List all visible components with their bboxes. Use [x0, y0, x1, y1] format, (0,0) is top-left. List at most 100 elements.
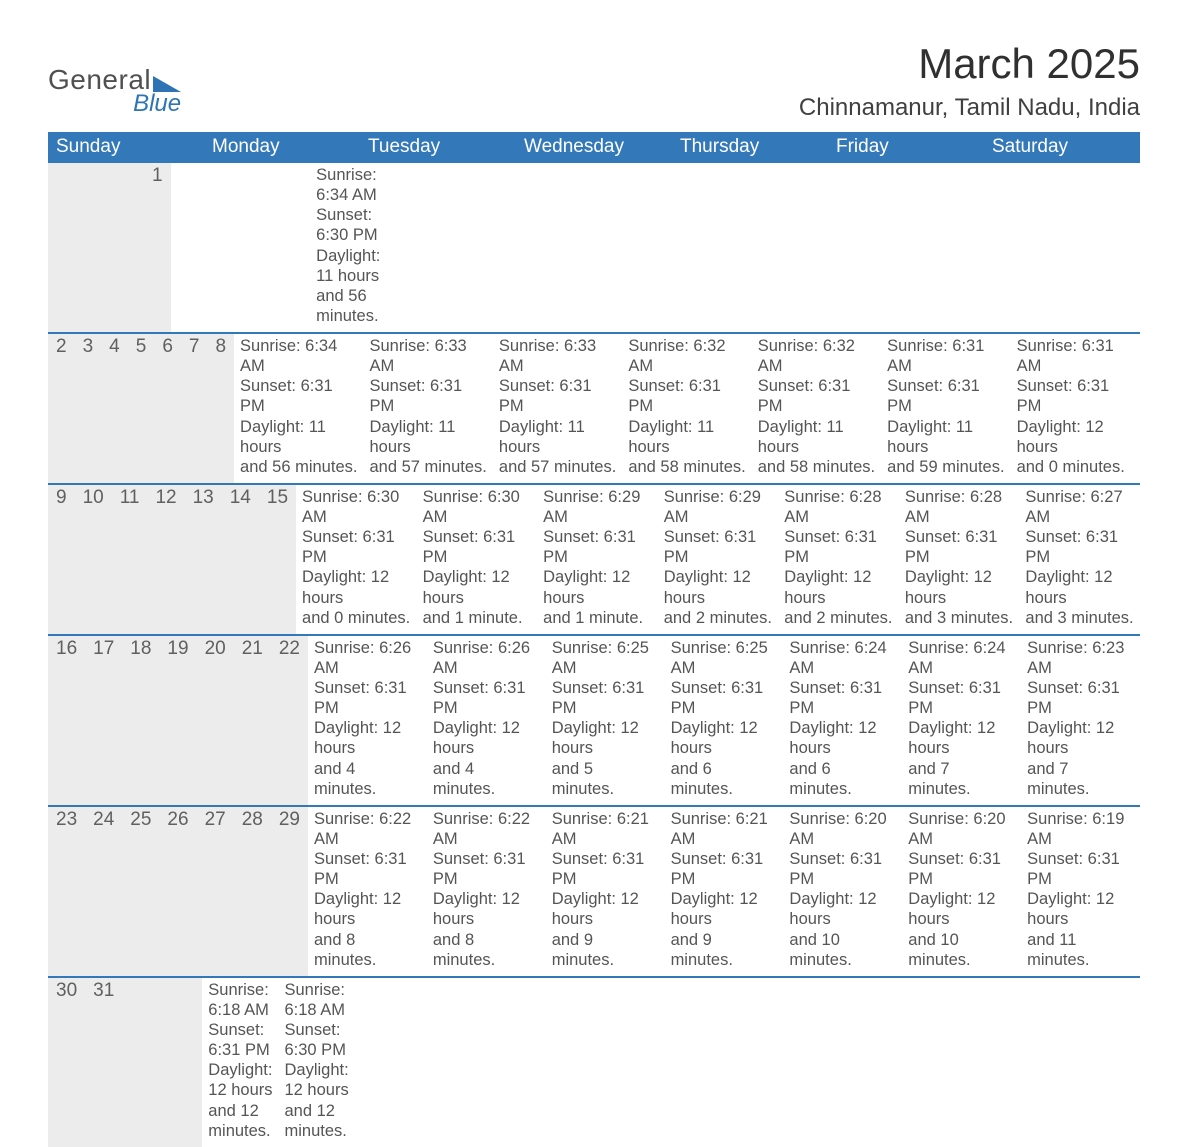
daylight-line1: Daylight: 12 hours	[433, 718, 540, 758]
day-cell: Sunrise: 6:23 AMSunset: 6:31 PMDaylight:…	[1021, 636, 1140, 805]
day-number: 19	[159, 636, 196, 805]
daylight-line2: and 2 minutes.	[784, 608, 893, 628]
day-number: 28	[234, 807, 271, 976]
title-block: March 2025 Chinnamanur, Tamil Nadu, Indi…	[799, 40, 1140, 122]
sunset-text: Sunset: 6:31 PM	[758, 376, 875, 416]
daylight-line1: Daylight: 11 hours	[240, 417, 357, 457]
dayname-wednesday: Wednesday	[516, 132, 672, 163]
day-cell: Sunrise: 6:29 AMSunset: 6:31 PMDaylight:…	[537, 485, 658, 634]
daylight-line2: and 59 minutes.	[887, 457, 1004, 477]
daylight-line1: Daylight: 12 hours	[789, 889, 896, 929]
day-number: 12	[147, 485, 184, 634]
daylight-line2: and 7 minutes.	[1027, 759, 1134, 799]
details-row: Sunrise: 6:34 AMSunset: 6:31 PMDaylight:…	[234, 334, 1140, 483]
sunset-text: Sunset: 6:31 PM	[552, 849, 659, 889]
logo-word-blue: Blue	[133, 90, 181, 118]
sunset-text: Sunset: 6:31 PM	[887, 376, 1004, 416]
sunrise-text: Sunrise: 6:20 AM	[789, 809, 896, 849]
sunset-text: Sunset: 6:31 PM	[208, 1020, 272, 1060]
details-row: Sunrise: 6:34 AMSunset: 6:30 PMDaylight:…	[171, 163, 387, 332]
day-cell: Sunrise: 6:19 AMSunset: 6:31 PMDaylight:…	[1021, 807, 1140, 976]
calendar-week: 9101112131415Sunrise: 6:30 AMSunset: 6:3…	[48, 485, 1140, 636]
sunrise-text: Sunrise: 6:27 AM	[1025, 487, 1134, 527]
day-number: 1	[144, 163, 171, 332]
daylight-line2: and 6 minutes.	[789, 759, 896, 799]
day-cell: Sunrise: 6:18 AMSunset: 6:30 PMDaylight:…	[278, 978, 354, 1147]
daylight-line2: and 58 minutes.	[628, 457, 745, 477]
sunrise-text: Sunrise: 6:21 AM	[552, 809, 659, 849]
sunrise-text: Sunrise: 6:18 AM	[208, 980, 272, 1020]
daylight-line1: Daylight: 11 hours	[628, 417, 745, 457]
sunset-text: Sunset: 6:31 PM	[314, 849, 421, 889]
sunrise-text: Sunrise: 6:30 AM	[302, 487, 411, 527]
sunset-text: Sunset: 6:30 PM	[316, 205, 380, 245]
day-cell: Sunrise: 6:28 AMSunset: 6:31 PMDaylight:…	[778, 485, 899, 634]
sunrise-text: Sunrise: 6:19 AM	[1027, 809, 1134, 849]
day-cell	[171, 163, 194, 332]
sunrise-text: Sunrise: 6:29 AM	[664, 487, 773, 527]
day-number: 13	[185, 485, 222, 634]
sunrise-text: Sunrise: 6:28 AM	[784, 487, 893, 527]
day-number: 26	[159, 807, 196, 976]
daylight-line2: and 3 minutes.	[905, 608, 1014, 628]
daylight-line1: Daylight: 12 hours	[908, 889, 1015, 929]
dayname-thursday: Thursday	[672, 132, 828, 163]
day-number	[154, 978, 170, 1147]
sunrise-text: Sunrise: 6:22 AM	[433, 809, 540, 849]
sunset-text: Sunset: 6:31 PM	[671, 678, 778, 718]
daylight-line1: Daylight: 12 hours	[664, 567, 773, 607]
day-number	[122, 978, 138, 1147]
sunset-text: Sunset: 6:31 PM	[1027, 678, 1134, 718]
day-cell: Sunrise: 6:25 AMSunset: 6:31 PMDaylight:…	[546, 636, 665, 805]
sunrise-text: Sunrise: 6:31 AM	[887, 336, 1004, 376]
day-number: 15	[259, 485, 296, 634]
daylight-line1: Daylight: 12 hours	[314, 718, 421, 758]
sunrise-text: Sunrise: 6:18 AM	[284, 980, 348, 1020]
daynum-row: 23242526272829	[48, 807, 308, 976]
day-number	[48, 163, 64, 332]
day-number: 29	[271, 807, 308, 976]
daylight-line2: and 4 minutes.	[314, 759, 421, 799]
sunrise-text: Sunrise: 6:20 AM	[908, 809, 1015, 849]
day-cell: Sunrise: 6:30 AMSunset: 6:31 PMDaylight:…	[417, 485, 538, 634]
calendar-week: 16171819202122Sunrise: 6:26 AMSunset: 6:…	[48, 636, 1140, 807]
daylight-line1: Daylight: 12 hours	[1027, 718, 1134, 758]
day-number: 20	[197, 636, 234, 805]
day-number	[96, 163, 112, 332]
sunset-text: Sunset: 6:31 PM	[240, 376, 357, 416]
sunset-text: Sunset: 6:31 PM	[908, 849, 1015, 889]
day-number: 16	[48, 636, 85, 805]
daylight-line2: and 6 minutes.	[671, 759, 778, 799]
day-number: 30	[48, 978, 85, 1147]
daylight-line1: Daylight: 12 hours	[905, 567, 1014, 607]
calendar-header-row: Sunday Monday Tuesday Wednesday Thursday…	[48, 132, 1140, 163]
sunset-text: Sunset: 6:31 PM	[628, 376, 745, 416]
day-number: 25	[122, 807, 159, 976]
sunrise-text: Sunrise: 6:25 AM	[671, 638, 778, 678]
daylight-line1: Daylight: 12 hours	[1025, 567, 1134, 607]
sunset-text: Sunset: 6:31 PM	[433, 678, 540, 718]
day-number: 24	[85, 807, 122, 976]
sunrise-text: Sunrise: 6:34 AM	[316, 165, 380, 205]
daylight-line1: Daylight: 12 hours	[552, 889, 659, 929]
daylight-line2: and 0 minutes.	[302, 608, 411, 628]
sunrise-text: Sunrise: 6:21 AM	[671, 809, 778, 849]
sunset-text: Sunset: 6:30 PM	[284, 1020, 348, 1060]
sunset-text: Sunset: 6:31 PM	[369, 376, 486, 416]
day-number: 11	[112, 485, 148, 634]
day-cell	[194, 163, 217, 332]
day-number: 7	[181, 334, 208, 483]
sunset-text: Sunset: 6:31 PM	[1027, 849, 1134, 889]
day-number: 10	[75, 485, 112, 634]
day-number: 22	[271, 636, 308, 805]
sunset-text: Sunset: 6:31 PM	[664, 527, 773, 567]
calendar-week: 3031Sunrise: 6:18 AMSunset: 6:31 PMDayli…	[48, 978, 1140, 1147]
daylight-line2: and 1 minute.	[543, 608, 652, 628]
details-row: Sunrise: 6:22 AMSunset: 6:31 PMDaylight:…	[308, 807, 1140, 976]
daylight-line1: Daylight: 12 hours	[789, 718, 896, 758]
sunrise-text: Sunrise: 6:23 AM	[1027, 638, 1134, 678]
daynum-row: 16171819202122	[48, 636, 308, 805]
day-cell	[287, 163, 310, 332]
daynum-row: 1	[48, 163, 171, 332]
sunset-text: Sunset: 6:31 PM	[784, 527, 893, 567]
